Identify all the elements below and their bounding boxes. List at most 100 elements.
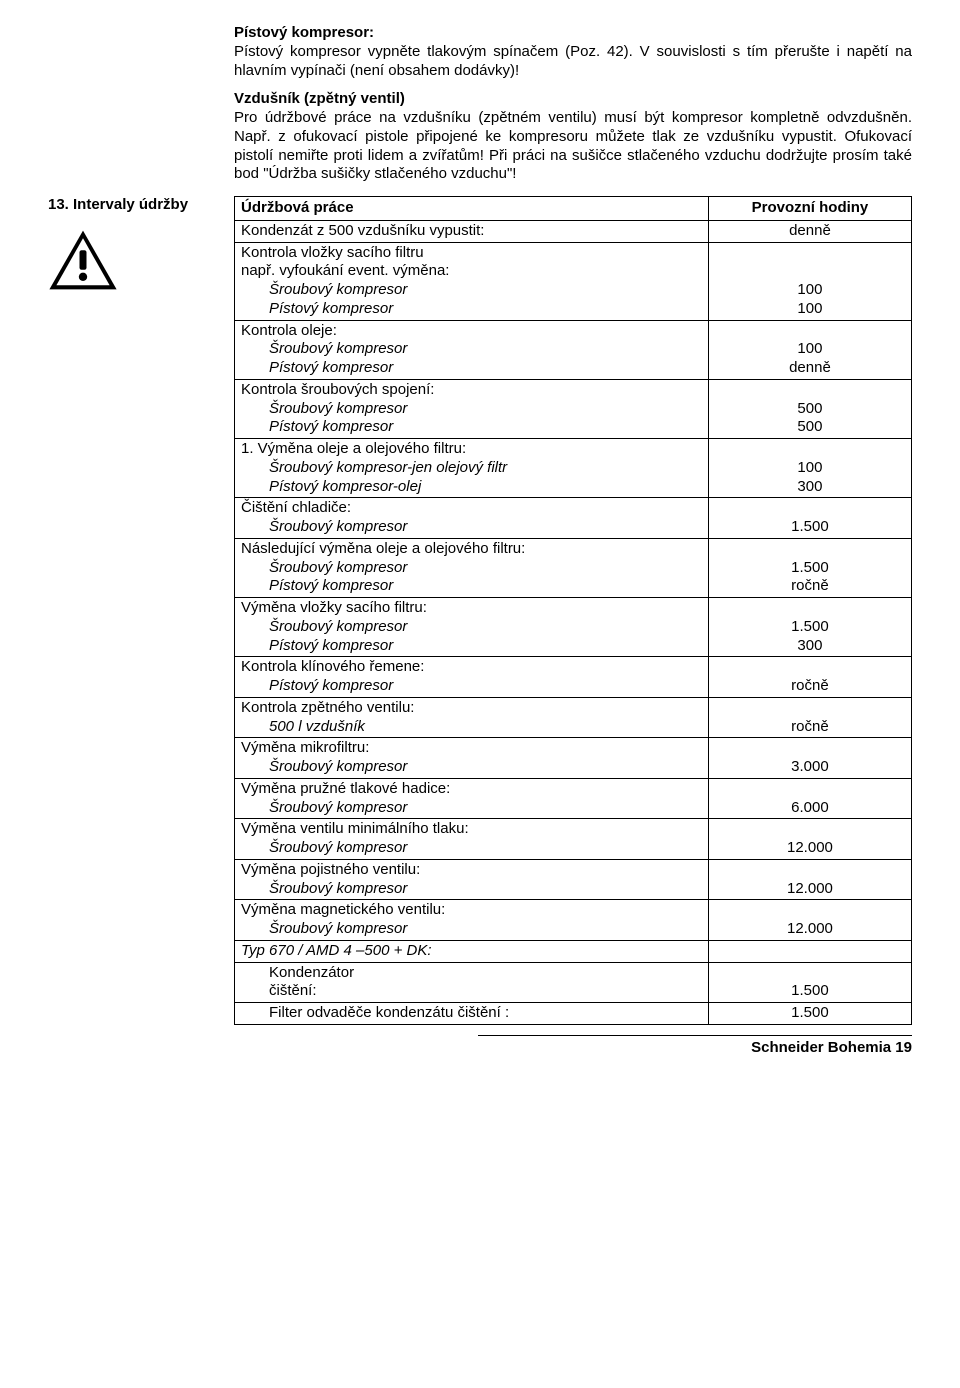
table-cell-line: Čištění chladiče: [241, 499, 702, 518]
table-cell-line [715, 861, 905, 880]
content-column: Údržbová práceProvozní hodinyKondenzát z… [234, 196, 912, 1025]
table-cell-left: Filter odvaděče kondenzátu čištění : [235, 1003, 709, 1025]
table-cell-line: Šroubový kompresor-jen olejový filtr [241, 459, 702, 478]
table-cell-right: 100100 [708, 242, 911, 320]
table-cell-left: Výměna mikrofiltru:Šroubový kompresor [235, 738, 709, 779]
table-row: Výměna mikrofiltru:Šroubový kompresor 3.… [235, 738, 912, 779]
table-row: Typ 670 / AMD 4 –500 + DK: [235, 940, 912, 962]
table-cell-left: Kontrola oleje:Šroubový kompresorPístový… [235, 320, 709, 379]
table-header-row: Údržbová práceProvozní hodiny [235, 197, 912, 221]
page: Pístový kompresor: Pístový kompresor vyp… [48, 24, 912, 1058]
table-row: Následující výměna oleje a olejového fil… [235, 538, 912, 597]
table-cell-left: Následující výměna oleje a olejového fil… [235, 538, 709, 597]
table-cell-line: Kontrola klínového řemene: [241, 658, 702, 677]
table-cell-line: 1.500 [715, 1004, 905, 1023]
table-cell-line [715, 381, 905, 400]
table-cell-left: Kontrola klínového řemene:Pístový kompre… [235, 657, 709, 698]
table-cell-line: Pístový kompresor [241, 677, 702, 696]
table-cell-line: denně [715, 359, 905, 378]
table-cell-line: 1. Výměna oleje a olejového filtru: [241, 440, 702, 459]
table-cell-line: Filter odvaděče kondenzátu čištění : [241, 1004, 702, 1023]
table-cell-line: 12.000 [715, 880, 905, 899]
table-cell-right [708, 940, 911, 962]
table-cell-left: Výměna pojistného ventilu:Šroubový kompr… [235, 859, 709, 900]
table-cell-line: Šroubový kompresor [241, 559, 702, 578]
table-cell-line: 1.500 [715, 982, 905, 1001]
table-cell-line: ročně [715, 577, 905, 596]
table-cell-line: Následující výměna oleje a olejového fil… [241, 540, 702, 559]
table-cell-line: čištění: [241, 982, 702, 1001]
table-cell-line [715, 820, 905, 839]
table-cell-line [715, 699, 905, 718]
table-cell-line: Šroubový kompresor [241, 400, 702, 419]
table-cell-line: Šroubový kompresor [241, 839, 702, 858]
maintenance-table: Údržbová práceProvozní hodinyKondenzát z… [234, 196, 912, 1025]
table-cell-line [715, 244, 905, 263]
table-cell-right: 12.000 [708, 859, 911, 900]
table-cell-line: 500 [715, 400, 905, 419]
table-cell-line: 1.500 [715, 618, 905, 637]
table-cell-right: 100300 [708, 439, 911, 498]
table-cell-line: např. vyfoukání event. výměna: [241, 262, 702, 281]
table-cell-left: Kontrola zpětného ventilu:500 l vzdušník [235, 697, 709, 738]
table-cell-left: 1. Výměna oleje a olejového filtru:Šroub… [235, 439, 709, 498]
main-layout: 13. Intervaly údržby Údržbová práceProvo… [48, 196, 912, 1025]
table-cell-right: 1.500 [708, 498, 911, 539]
table-cell-line [715, 262, 905, 281]
paragraph-2: Vzdušník (zpětný ventil) Pro údržbové pr… [234, 90, 912, 184]
table-cell-line: Pístový kompresor [241, 637, 702, 656]
table-cell-line: Výměna pružné tlakové hadice: [241, 780, 702, 799]
side-column: 13. Intervaly údržby [48, 196, 234, 291]
table-cell-line: Šroubový kompresor [241, 281, 702, 300]
table-cell-line: Šroubový kompresor [241, 340, 702, 359]
table-cell-line: Kontrola zpětného ventilu: [241, 699, 702, 718]
table-row: 1. Výměna oleje a olejového filtru:Šroub… [235, 439, 912, 498]
page-footer: Schneider Bohemia 19 [478, 1035, 912, 1058]
table-cell-line [715, 499, 905, 518]
para1-title: Pístový kompresor: [234, 24, 374, 41]
table-cell-line: Výměna ventilu minimálního tlaku: [241, 820, 702, 839]
table-cell-line: Kondenzátor [241, 964, 702, 983]
table-cell-left: Typ 670 / AMD 4 –500 + DK: [235, 940, 709, 962]
table-cell-line: 12.000 [715, 920, 905, 939]
table-cell-right: 1.500 [708, 962, 911, 1003]
table-cell-line: 1.500 [715, 518, 905, 537]
table-cell-line: Kontrola vložky sacího filtru [241, 244, 702, 263]
table-cell-right: 500500 [708, 379, 911, 438]
table-cell-left: Kondenzát z 500 vzdušníku vypustit: [235, 220, 709, 242]
table-cell-line: 3.000 [715, 758, 905, 777]
table-row: Kontrola klínového řemene:Pístový kompre… [235, 657, 912, 698]
table-cell-line: 100 [715, 459, 905, 478]
table-cell-left: Výměna pružné tlakové hadice:Šroubový ko… [235, 778, 709, 819]
table-cell-line: 100 [715, 281, 905, 300]
paragraph-1: Pístový kompresor: Pístový kompresor vyp… [234, 24, 912, 80]
table-row: Výměna pružné tlakové hadice:Šroubový ko… [235, 778, 912, 819]
table-cell-right: 1.500ročně [708, 538, 911, 597]
table-cell-line: Výměna mikrofiltru: [241, 739, 702, 758]
table-cell-line [715, 440, 905, 459]
table-cell-line: 100 [715, 340, 905, 359]
table-cell-left: Výměna ventilu minimálního tlaku:Šroubov… [235, 819, 709, 860]
table-row: Kontrola šroubových spojení:Šroubový kom… [235, 379, 912, 438]
table-cell-line: Pístový kompresor [241, 359, 702, 378]
table-cell-right: 100denně [708, 320, 911, 379]
table-header-left: Údržbová práce [235, 197, 709, 221]
table-cell-line [715, 658, 905, 677]
para2-text: Pro údržbové práce na vzdušníku (zpětném… [234, 109, 912, 182]
section-title: 13. Intervaly údržby [48, 196, 220, 215]
table-cell-line: Pístový kompresor [241, 577, 702, 596]
table-cell-line: Pístový kompresor [241, 418, 702, 437]
table-cell-line: Šroubový kompresor [241, 880, 702, 899]
table-cell-line [715, 964, 905, 983]
table-cell-line: Šroubový kompresor [241, 518, 702, 537]
table-cell-left: Čištění chladiče:Šroubový kompresor [235, 498, 709, 539]
table-cell-line: Pístový kompresor [241, 300, 702, 319]
table-cell-line: Typ 670 / AMD 4 –500 + DK: [241, 942, 702, 961]
table-cell-line: Výměna pojistného ventilu: [241, 861, 702, 880]
table-cell-line [715, 901, 905, 920]
table-cell-right: 12.000 [708, 900, 911, 941]
table-cell-line: Šroubový kompresor [241, 758, 702, 777]
table-cell-line: ročně [715, 718, 905, 737]
table-cell-right: 1.500 [708, 1003, 911, 1025]
table-cell-line [715, 599, 905, 618]
